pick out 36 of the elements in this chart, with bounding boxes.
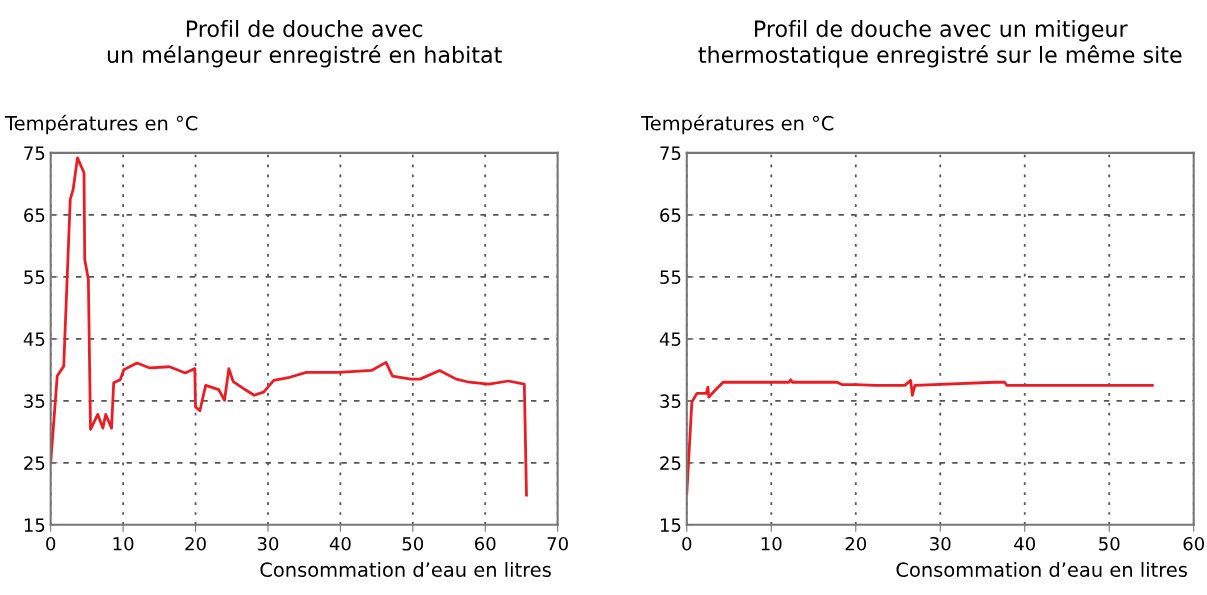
x-axis-title: Consommation d’eau en litres [896,561,1187,578]
y-tick-label: 15 [24,518,45,532]
y-axis-title: Températures en °C [5,114,198,135]
chart-title: Profil de douche avec un mitigeur thermostatique enregistré sur le même site [698,19,1182,68]
x-axis-title: Consommation d’eau en litres [260,561,551,578]
y-tick-label: 45 [659,332,681,346]
y-tick-label: 35 [24,394,45,408]
y-tick-label: 65 [24,208,45,223]
x-tick-label: 50 [1099,536,1120,551]
x-tick-label: 30 [257,536,279,551]
x-tick-label: 0 [46,536,56,551]
line-series [50,156,528,497]
y-tick-label: 65 [660,208,681,223]
x-tick-label: 0 [682,536,692,551]
x-tick-label: 40 [1014,536,1036,551]
y-tick-label: 25 [660,456,681,470]
y-axis-title: Températures en °C [641,114,834,135]
y-tick-label: 75 [24,146,45,161]
y-tick-label: 55 [24,270,45,284]
x-tick-label: 10 [113,536,134,551]
x-tick-label: 10 [761,536,782,551]
x-tick-label: 20 [185,536,206,551]
x-tick-label: 50 [402,536,424,551]
x-tick-label: 20 [845,536,867,551]
x-tick-label: 60 [474,536,496,551]
y-tick-label: 55 [660,270,681,284]
y-tick-label: 15 [660,518,681,532]
x-tick-label: 30 [930,536,951,551]
chart-title: Profil de douche avec un mélangeur enregistré en habitat [107,19,502,68]
y-tick-label: 45 [23,332,45,346]
y-tick-label: 75 [660,146,681,161]
y-tick-label: 35 [660,394,681,408]
y-tick-label: 25 [24,456,45,470]
x-tick-label: 70 [547,536,568,551]
x-tick-label: 40 [329,536,351,551]
x-tick-label: 60 [1183,536,1205,551]
